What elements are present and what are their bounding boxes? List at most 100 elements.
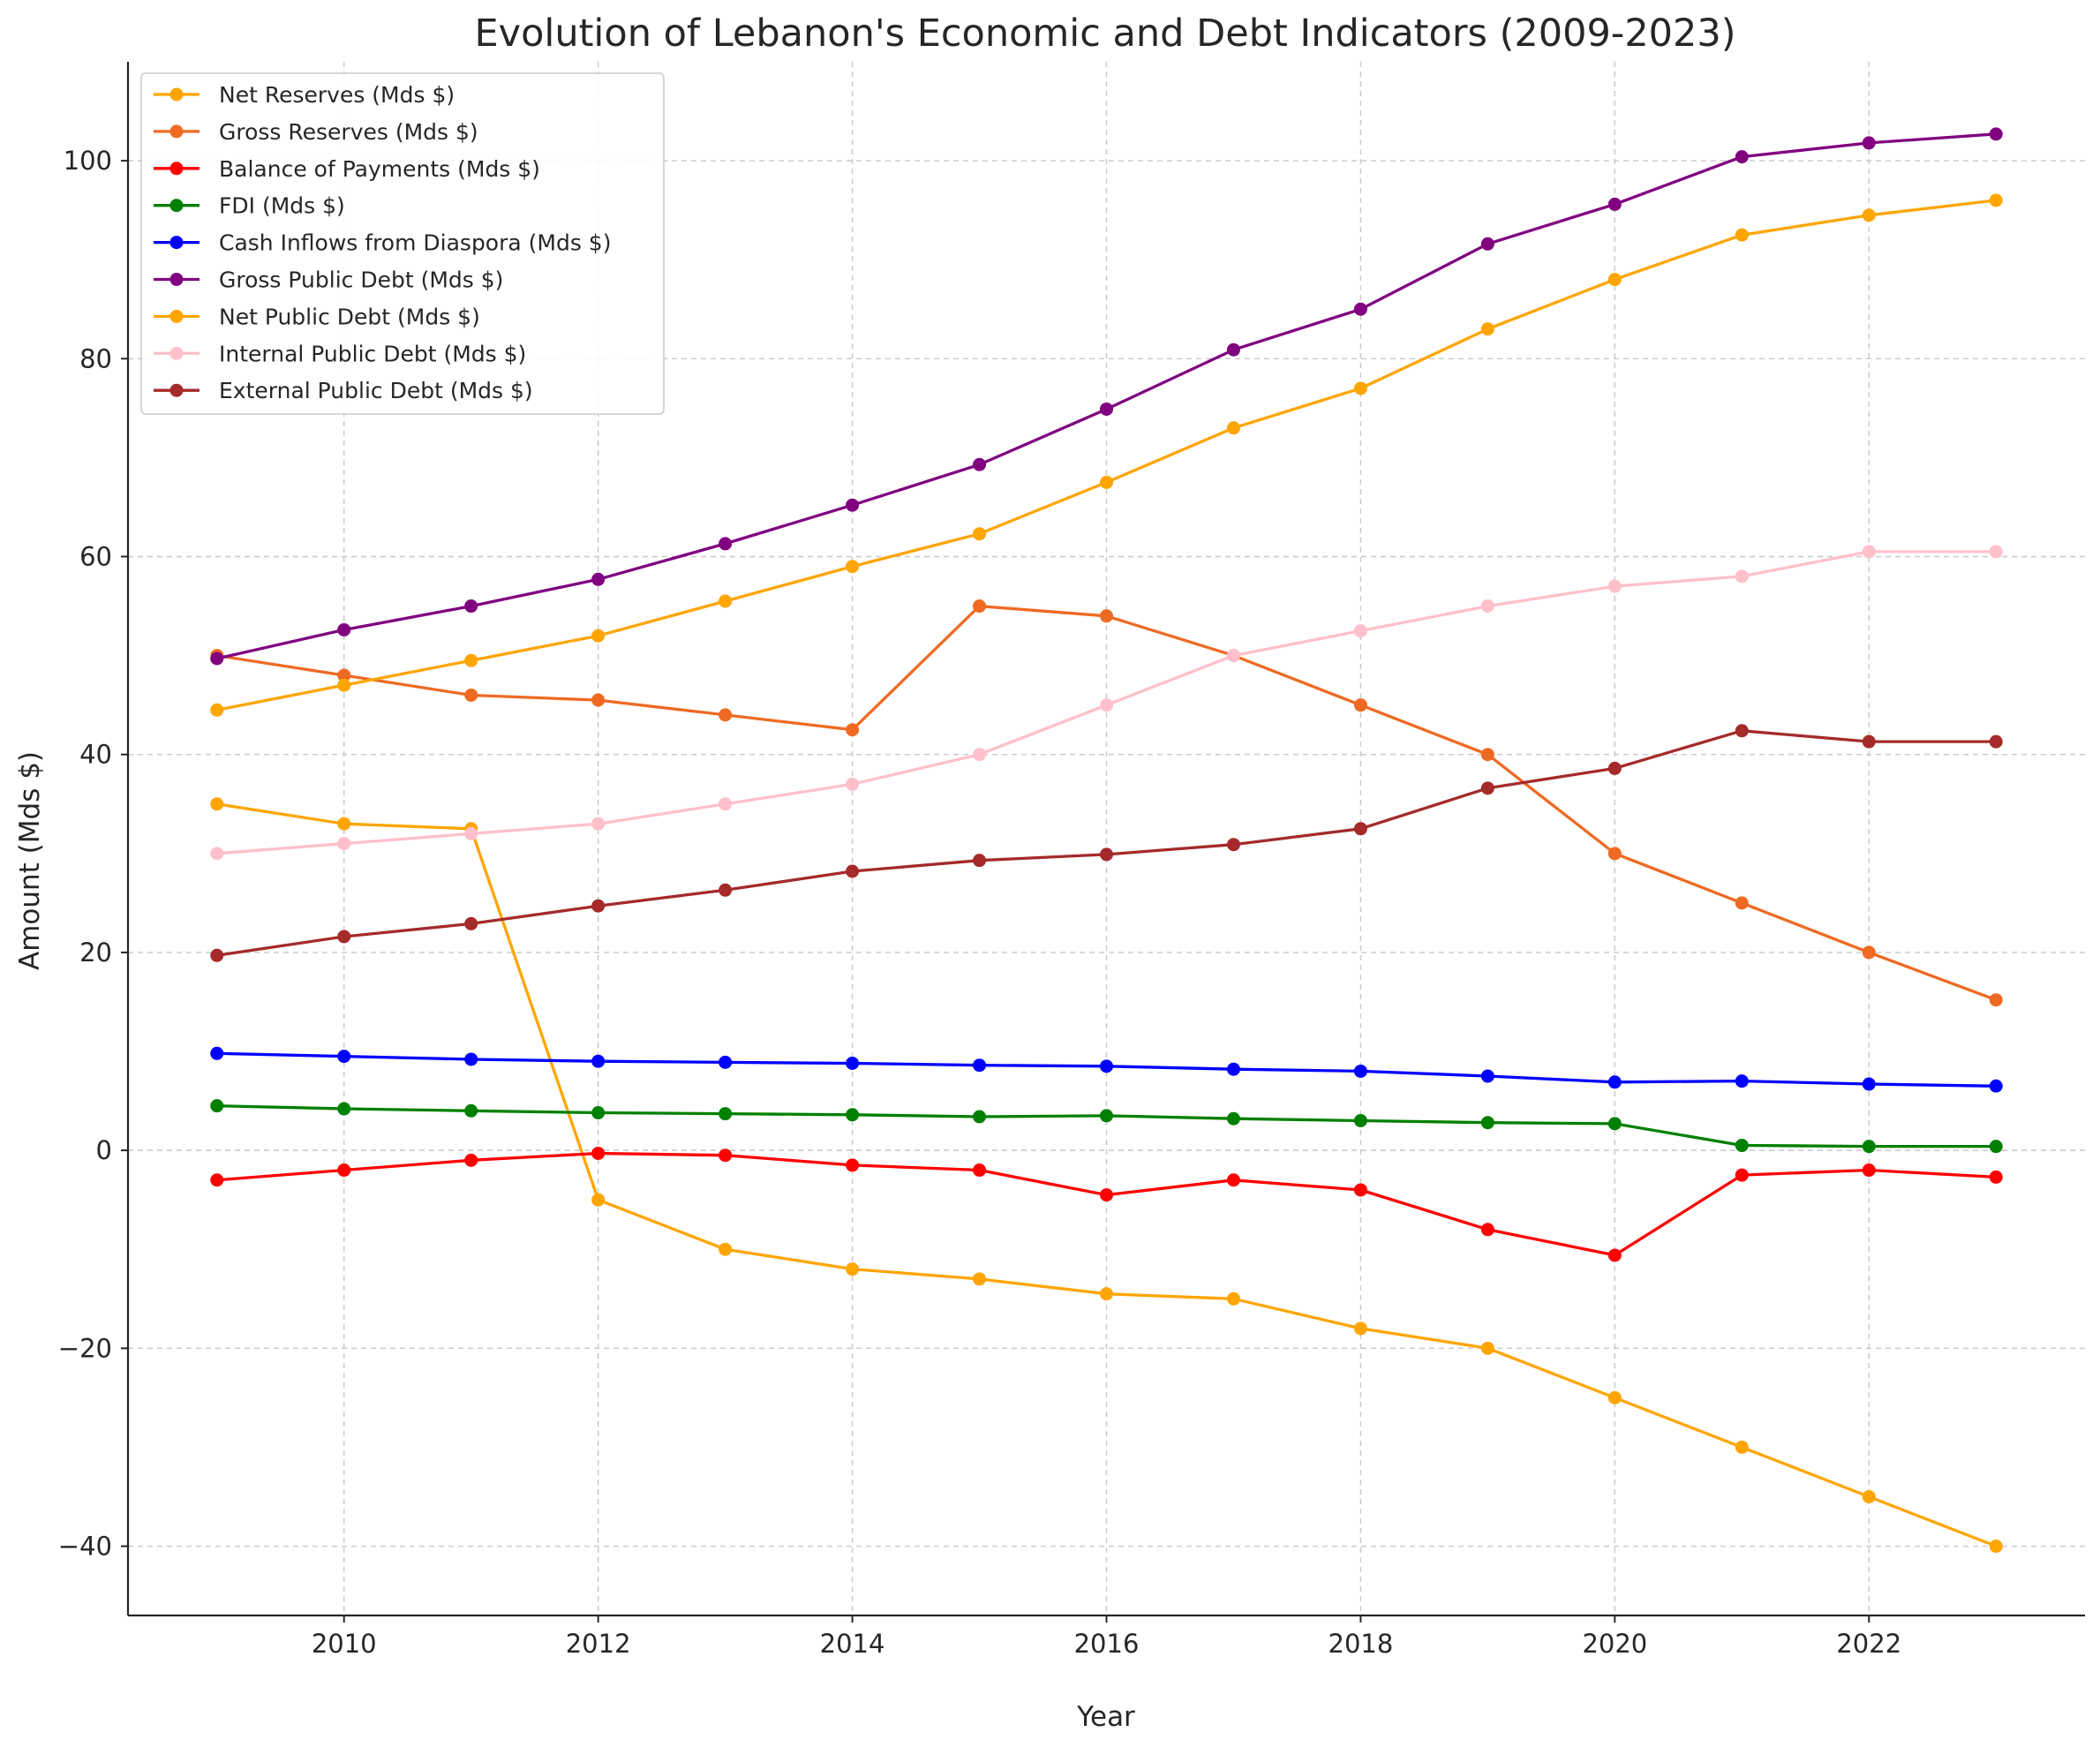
data-point xyxy=(1480,1223,1494,1237)
data-point xyxy=(1226,649,1240,663)
data-point xyxy=(846,864,860,878)
data-point xyxy=(1226,838,1240,852)
data-point xyxy=(1862,945,1876,960)
y-tick-label: −20 xyxy=(58,1333,112,1363)
data-point xyxy=(719,594,733,608)
data-point xyxy=(591,817,606,831)
data-point xyxy=(1862,1077,1876,1091)
data-point xyxy=(591,693,606,707)
series-2 xyxy=(210,599,2003,1007)
data-point xyxy=(973,1163,987,1178)
data-point xyxy=(1353,302,1367,316)
data-point xyxy=(1607,1390,1622,1404)
data-point xyxy=(1353,381,1367,395)
data-point xyxy=(719,1148,733,1163)
data-point xyxy=(1100,1109,1113,1123)
legend-item: Gross Reserves (Mds $) xyxy=(154,119,478,145)
data-point xyxy=(1735,724,1749,738)
x-axis-label: Year xyxy=(1076,1701,1135,1733)
data-point xyxy=(1735,1440,1749,1454)
series-8 xyxy=(210,545,2003,861)
data-point xyxy=(1989,545,2003,559)
series-3 xyxy=(210,1146,2003,1262)
data-point xyxy=(1735,1168,1749,1182)
data-point xyxy=(1607,847,1622,861)
data-point xyxy=(1862,1489,1876,1503)
data-point xyxy=(973,599,987,614)
legend-label: Balance of Payments (Mds $) xyxy=(219,156,540,182)
x-tick-label: 2010 xyxy=(312,1629,377,1659)
data-point xyxy=(1480,1069,1494,1083)
data-point xyxy=(973,854,987,868)
data-point xyxy=(210,1046,224,1060)
data-point xyxy=(1226,1291,1240,1306)
data-point xyxy=(591,1146,606,1160)
legend-item: Cash Inflows from Diaspora (Mds $) xyxy=(154,230,611,256)
data-point xyxy=(846,723,860,737)
data-point xyxy=(1989,1170,2003,1184)
legend-marker xyxy=(169,383,184,397)
data-point xyxy=(591,899,606,913)
data-point xyxy=(337,837,351,851)
data-point xyxy=(1353,624,1367,638)
data-point xyxy=(1989,193,2003,207)
data-point xyxy=(1480,1341,1494,1355)
y-tick-label: 20 xyxy=(79,938,112,968)
data-point xyxy=(1100,1188,1113,1202)
ticks: 2010 2012 2014 2016 2018 2020 2022 −40 −20 0 20 40 6… xyxy=(58,146,1901,1659)
grid xyxy=(128,62,2085,1615)
data-point xyxy=(210,1099,224,1113)
data-point xyxy=(1862,136,1876,150)
data-point xyxy=(719,537,733,551)
data-point xyxy=(1735,228,1749,242)
data-point xyxy=(1100,1059,1113,1073)
data-point xyxy=(1607,761,1622,775)
data-point xyxy=(210,847,224,861)
data-point xyxy=(591,1193,606,1207)
data-point xyxy=(1862,545,1876,559)
legend-label: Cash Inflows from Diaspora (Mds $) xyxy=(219,230,611,256)
series-layer xyxy=(210,127,2003,1554)
series-1 xyxy=(210,797,2003,1554)
data-point xyxy=(1607,273,1622,287)
data-point xyxy=(719,708,733,722)
data-point xyxy=(1607,579,1622,593)
data-point xyxy=(1226,421,1240,435)
data-point xyxy=(719,883,733,897)
data-point xyxy=(1480,322,1494,336)
data-point xyxy=(464,1103,478,1118)
y-tick-label: 80 xyxy=(79,343,112,373)
data-point xyxy=(1226,343,1240,357)
chart-title: Evolution of Lebanon's Economic and Debt… xyxy=(474,11,1735,56)
data-point xyxy=(1607,1075,1622,1089)
data-point xyxy=(1480,237,1494,251)
legend: Net Reserves (Mds $) Gross Reserves (Mds … xyxy=(140,72,665,415)
data-point xyxy=(846,560,860,574)
data-point xyxy=(1989,1079,2003,1093)
legend-item: Net Reserves (Mds $) xyxy=(154,82,455,108)
data-point xyxy=(846,1158,860,1172)
data-point xyxy=(337,668,351,682)
y-tick-label: 40 xyxy=(79,740,112,770)
legend-label: Internal Public Debt (Mds $) xyxy=(219,341,526,366)
data-point xyxy=(1480,748,1494,762)
y-axis-label: Amount (Mds $) xyxy=(14,751,46,970)
data-point xyxy=(1862,1140,1876,1154)
legend-label: Net Reserves (Mds $) xyxy=(219,82,455,108)
data-point xyxy=(337,1050,351,1064)
data-point xyxy=(210,1173,224,1187)
data-point xyxy=(719,1055,733,1069)
series-9 xyxy=(210,724,2003,962)
data-point xyxy=(846,1108,860,1122)
y-tick-label: −40 xyxy=(58,1532,112,1562)
data-point xyxy=(210,703,224,717)
data-point xyxy=(210,651,224,666)
data-point xyxy=(1735,896,1749,910)
legend-box xyxy=(140,72,665,415)
data-point xyxy=(1353,822,1367,836)
data-point xyxy=(846,1262,860,1276)
data-point xyxy=(1100,475,1113,489)
data-point xyxy=(1480,599,1494,614)
